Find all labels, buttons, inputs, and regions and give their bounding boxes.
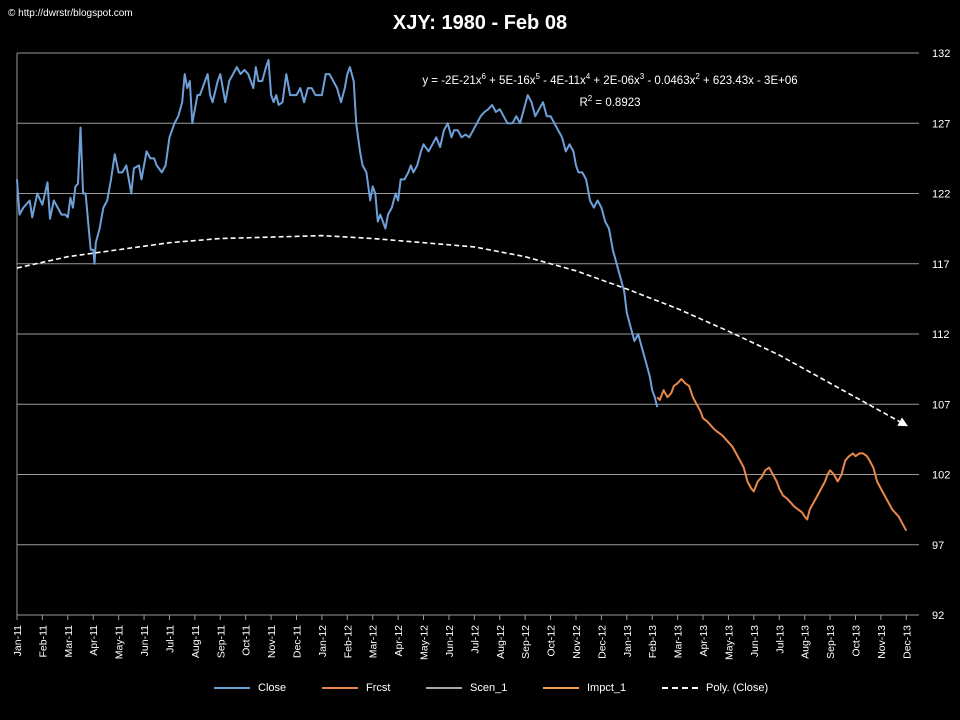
legend-label: Impct_1 (587, 682, 627, 694)
legend-item: Impct_1 (543, 680, 626, 696)
x-tick-label: Feb-12 (342, 625, 354, 658)
x-tick-label: Jun-13 (749, 625, 761, 657)
legend-swatch (543, 687, 579, 689)
x-tick-label: Oct-13 (850, 625, 862, 657)
x-tick-label: Aug-11 (190, 625, 202, 658)
x-tick-label: Mar-11 (63, 625, 75, 658)
legend-label: Close (258, 682, 287, 694)
x-tick-label: Dec-12 (596, 625, 608, 659)
x-tick-label: Jul-12 (469, 625, 481, 654)
y-tick-label: 107 (932, 399, 950, 411)
x-tick-label: Aug-12 (495, 625, 507, 659)
x-tick-label: Jan-11 (12, 625, 24, 656)
legend-label: Poly. (Close) (706, 682, 769, 694)
x-tick-label: Feb-13 (647, 625, 659, 658)
x-tick-label: Oct-12 (546, 625, 558, 657)
x-tick-label: Aug-13 (800, 625, 812, 659)
y-tick-label: 102 (932, 470, 950, 482)
legend-swatch (322, 687, 358, 689)
chart-title: XJY: 1980 - Feb 08 (392, 12, 568, 34)
y-tick-label: 132 (932, 48, 950, 60)
x-tick-label: Jan-12 (317, 625, 329, 657)
legend-label: Scen_1 (470, 682, 508, 694)
x-tick-label: Dec-11 (291, 625, 303, 658)
chart-legend: Close Frcst Scen_1 Impct_1 Poly. (Close) (0, 680, 960, 696)
legend-swatch (662, 687, 698, 689)
x-tick-label: Apr-12 (393, 625, 405, 657)
legend-item: Close (214, 680, 286, 696)
legend-label: Frcst (366, 682, 391, 694)
x-tick-label: May-12 (419, 625, 431, 660)
x-tick-label: Mar-13 (673, 625, 685, 658)
legend-swatch (426, 687, 462, 689)
x-tick-label: Apr-13 (698, 625, 710, 657)
y-tick-label: 117 (932, 259, 950, 271)
x-tick-label: Apr-11 (88, 625, 100, 656)
x-tick-label: Jun-11 (139, 625, 151, 656)
y-tick-label: 112 (932, 329, 950, 341)
x-tick-label: Nov-11 (266, 625, 278, 658)
x-tick-label: Jan-13 (622, 625, 634, 657)
x-tick-label: Jun-12 (444, 625, 456, 657)
trendline-r-squared: R2 = 0.8923 (579, 93, 641, 109)
legend-item: Frcst (322, 680, 390, 696)
legend-swatch (214, 687, 250, 689)
x-tick-label: Oct-11 (241, 625, 253, 656)
series-line-poly-close (16, 234, 908, 427)
y-tick-label: 92 (932, 610, 944, 622)
series-line-close (16, 59, 659, 408)
x-tick-label: Sep-12 (520, 625, 532, 659)
legend-item: Scen_1 (426, 680, 507, 696)
legend-item: Poly. (Close) (662, 680, 768, 696)
trendline-equation: y = -2E-21x6 + 5E-16x5 - 4E-11x4 + 2E-06… (330, 68, 890, 112)
x-tick-label: Nov-12 (571, 625, 583, 659)
x-tick-label: Feb-11 (37, 625, 49, 658)
x-tick-label: May-13 (723, 625, 735, 660)
x-tick-label: Sep-11 (215, 625, 227, 658)
y-tick-label: 97 (932, 540, 944, 552)
series-line-frcst (656, 378, 908, 532)
x-tick-label: May-11 (114, 625, 126, 659)
x-tick-label: Jul-11 (164, 625, 176, 653)
x-tick-label: Mar-12 (368, 625, 380, 658)
x-tick-label: Nov-13 (876, 625, 888, 659)
y-tick-label: 127 (932, 118, 950, 130)
trendline-formula: y = -2E-21x6 + 5E-16x5 - 4E-11x4 + 2E-06… (422, 72, 798, 87)
x-tick-label: Sep-13 (825, 625, 837, 659)
watermark-text: © http://dwrstr/blogspot.com (8, 8, 133, 19)
y-tick-label: 122 (932, 189, 950, 201)
x-tick-label: Jul-13 (774, 625, 786, 654)
x-tick-label: Dec-13 (901, 625, 913, 659)
